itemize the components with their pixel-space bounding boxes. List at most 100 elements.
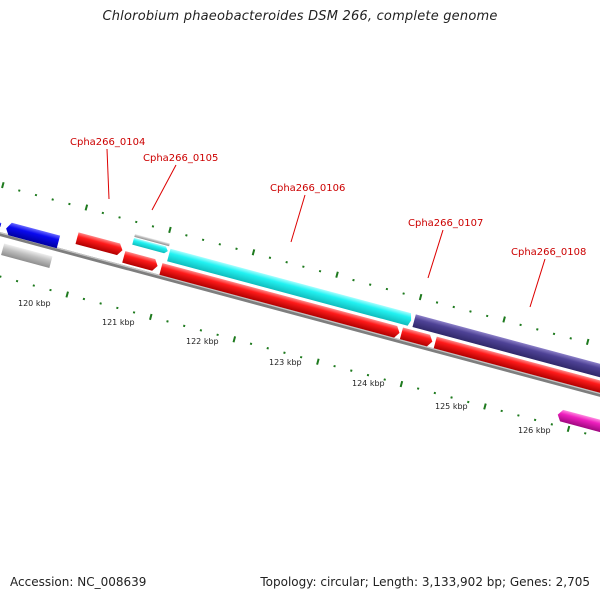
outer-minor-tick (218, 243, 222, 246)
outer-minor-tick (385, 287, 389, 291)
feature-cyan-gene-0105[interactable] (132, 237, 169, 254)
outer-major-tick (1, 181, 5, 189)
leader-line-0108 (529, 258, 546, 308)
outer-major-tick (168, 226, 172, 234)
inner-minor-tick (299, 355, 303, 359)
scale-label-122: 122 kbp (186, 337, 219, 346)
feature-blue-gene-a[interactable] (0, 212, 2, 227)
inner-ruler (0, 275, 587, 435)
outer-major-tick (335, 271, 339, 278)
inner-major-tick (65, 291, 69, 298)
inner-minor-tick (500, 409, 503, 413)
leader-line-0105 (151, 164, 177, 211)
outer-major-tick (251, 249, 256, 256)
inner-minor-tick (216, 333, 219, 337)
inner-major-tick (149, 313, 153, 321)
feature-gray-gene-0105[interactable] (134, 234, 170, 247)
inner-minor-tick (416, 387, 420, 390)
inner-minor-tick (550, 423, 554, 426)
outer-minor-tick (135, 220, 138, 224)
outer-minor-tick (318, 269, 322, 273)
scale-label-126: 126 kbp (518, 426, 551, 435)
gene-label-0104[interactable]: Cpha266_0104 (70, 137, 145, 148)
feature-red-gene-0106[interactable] (159, 263, 401, 339)
outer-major-tick (585, 338, 590, 346)
outer-minor-tick (268, 256, 272, 259)
outer-minor-tick (34, 193, 38, 197)
scale-labels: 120 kbp 121 kbp 122 kbp 123 kbp 124 kbp … (18, 299, 551, 435)
gene-label-0108[interactable]: Cpha266_0108 (511, 247, 586, 258)
inner-minor-tick (433, 391, 437, 395)
outer-minor-tick (485, 314, 489, 318)
outer-minor-tick (519, 323, 522, 327)
inner-minor-tick (533, 418, 537, 422)
inner-minor-tick (266, 347, 269, 350)
leader-line-0106 (290, 194, 306, 243)
inner-minor-tick (182, 324, 186, 328)
inner-minor-tick (383, 378, 386, 381)
inner-minor-tick (249, 342, 253, 346)
outer-minor-tick (18, 189, 21, 192)
scale-label-124: 124 kbp (352, 379, 385, 388)
inner-major-tick (316, 358, 320, 365)
outer-minor-tick (101, 211, 105, 215)
outer-minor-tick (51, 198, 54, 201)
feature-blue-gene-b[interactable] (5, 222, 61, 249)
scale-label-120: 120 kbp (18, 299, 51, 308)
gene-label-0107[interactable]: Cpha266_0107 (408, 218, 483, 229)
scale-label-123: 123 kbp (269, 358, 302, 367)
leader-line-0104 (106, 148, 110, 200)
outer-minor-tick (435, 301, 439, 304)
inner-minor-tick (15, 279, 19, 283)
inner-minor-tick (116, 306, 119, 310)
outer-minor-tick (552, 332, 556, 336)
outer-minor-tick (368, 283, 372, 286)
inner-major-tick (399, 380, 404, 388)
genome-title: Chlorobium phaeobacteroides DSM 266, com… (102, 9, 498, 24)
feature-red-gene-0104[interactable] (75, 232, 124, 256)
inner-minor-tick (283, 351, 286, 354)
inner-minor-tick (350, 369, 353, 372)
inner-minor-tick (166, 320, 169, 323)
outer-minor-tick (151, 225, 155, 228)
outer-major-tick (84, 204, 89, 211)
inner-minor-tick (450, 396, 453, 399)
feature-cyan-gene-0106[interactable] (167, 248, 413, 327)
inner-minor-tick (333, 364, 336, 368)
feature-red-gene-0105[interactable] (122, 251, 159, 272)
leader-line-0107 (427, 229, 444, 279)
gene-label-0105[interactable]: Cpha266_0105 (143, 153, 218, 164)
outer-ruler (1, 181, 590, 346)
outer-minor-tick (185, 234, 188, 237)
inner-minor-tick (132, 311, 136, 314)
feature-red-gene-0107[interactable] (399, 327, 434, 348)
inner-minor-tick (82, 297, 86, 301)
genome-backbone (0, 221, 600, 412)
gene-labels: Cpha266_0104 Cpha266_0105 Cpha266_0106 C… (70, 137, 586, 308)
inner-minor-tick (467, 400, 470, 404)
outer-minor-tick (235, 247, 238, 251)
outer-major-tick (502, 316, 506, 323)
outer-minor-tick (285, 260, 288, 264)
outer-minor-tick (68, 202, 71, 206)
scale-label-125: 125 kbp (435, 402, 468, 411)
scale-label-121: 121 kbp (102, 318, 135, 327)
feature-slate-gene-0108[interactable] (412, 314, 600, 399)
inner-minor-tick (584, 432, 587, 435)
outer-minor-tick (402, 292, 405, 295)
feature-gray-gene-a[interactable] (1, 243, 53, 269)
inner-minor-tick (517, 414, 520, 417)
outer-minor-tick (469, 310, 472, 313)
inner-minor-tick (0, 275, 2, 278)
gene-label-0106[interactable]: Cpha266_0106 (270, 183, 345, 194)
outer-minor-tick (452, 305, 455, 309)
feature-magenta-gene[interactable] (556, 409, 600, 450)
outer-major-tick (418, 293, 423, 301)
outer-minor-tick (569, 337, 572, 340)
genome-summary-text: Topology: circular; Length: 3,133,902 bp… (260, 575, 590, 589)
outer-minor-tick (352, 278, 355, 282)
inner-minor-tick (199, 329, 203, 332)
feature-red-gene-0108[interactable] (433, 336, 600, 414)
inner-minor-tick (32, 284, 36, 287)
